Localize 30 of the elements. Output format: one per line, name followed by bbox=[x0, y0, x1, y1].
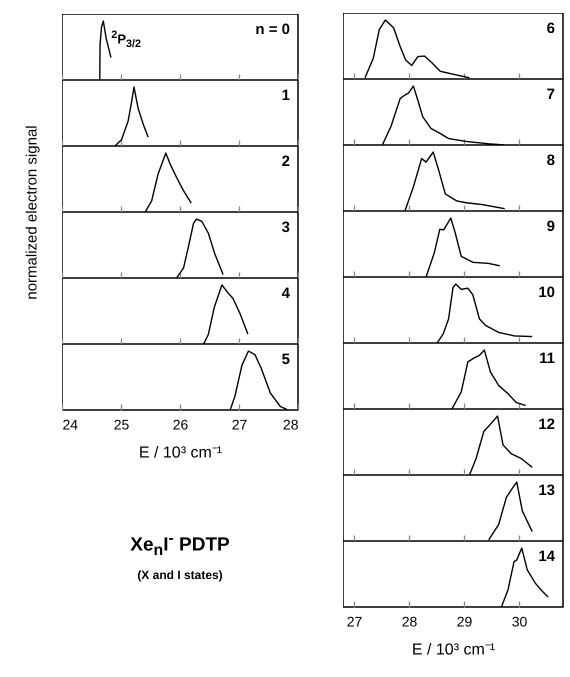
annotation: 1 bbox=[282, 87, 290, 104]
annotation: 2 bbox=[282, 153, 290, 170]
annotation: 7 bbox=[546, 86, 555, 103]
text: Xe$_{n}$I$^{-}$ PDTP bbox=[129, 530, 231, 560]
annotation: 11 bbox=[539, 350, 555, 367]
annotation: 3 bbox=[282, 219, 290, 236]
x-tick-label: 28 bbox=[402, 614, 418, 630]
annotation: 9 bbox=[546, 218, 555, 235]
annotation: 14 bbox=[538, 548, 556, 565]
annotation: 5 bbox=[282, 351, 290, 368]
annotation: n = 0 bbox=[255, 21, 290, 38]
x-tick-label: 24 bbox=[62, 416, 78, 432]
x-tick-label: 29 bbox=[456, 614, 472, 630]
annotation: 4 bbox=[282, 285, 291, 302]
x-tick-label: 26 bbox=[172, 416, 188, 432]
x-tick-label: 28 bbox=[282, 416, 299, 432]
annotation: 8 bbox=[546, 152, 555, 169]
annotation: 10 bbox=[538, 284, 555, 301]
annotation: 12 bbox=[538, 416, 555, 433]
x-axis-title: E / 10³ cm⁻¹ bbox=[138, 444, 222, 462]
text: (X and I states) bbox=[136, 568, 224, 582]
annotation: 13 bbox=[538, 482, 555, 499]
x-tick-label: 30 bbox=[512, 614, 528, 630]
annotation: 6 bbox=[546, 20, 555, 37]
annotation: $^{2}$P$_{3/2}$ bbox=[111, 29, 142, 50]
x-axis-title: E / 10³ cm⁻¹ bbox=[412, 642, 496, 658]
x-tick-label: 27 bbox=[346, 614, 362, 630]
y-axis-title: normalized electron signal bbox=[24, 124, 41, 300]
x-tick-label: 25 bbox=[114, 416, 130, 432]
x-tick-label: 27 bbox=[232, 416, 248, 432]
